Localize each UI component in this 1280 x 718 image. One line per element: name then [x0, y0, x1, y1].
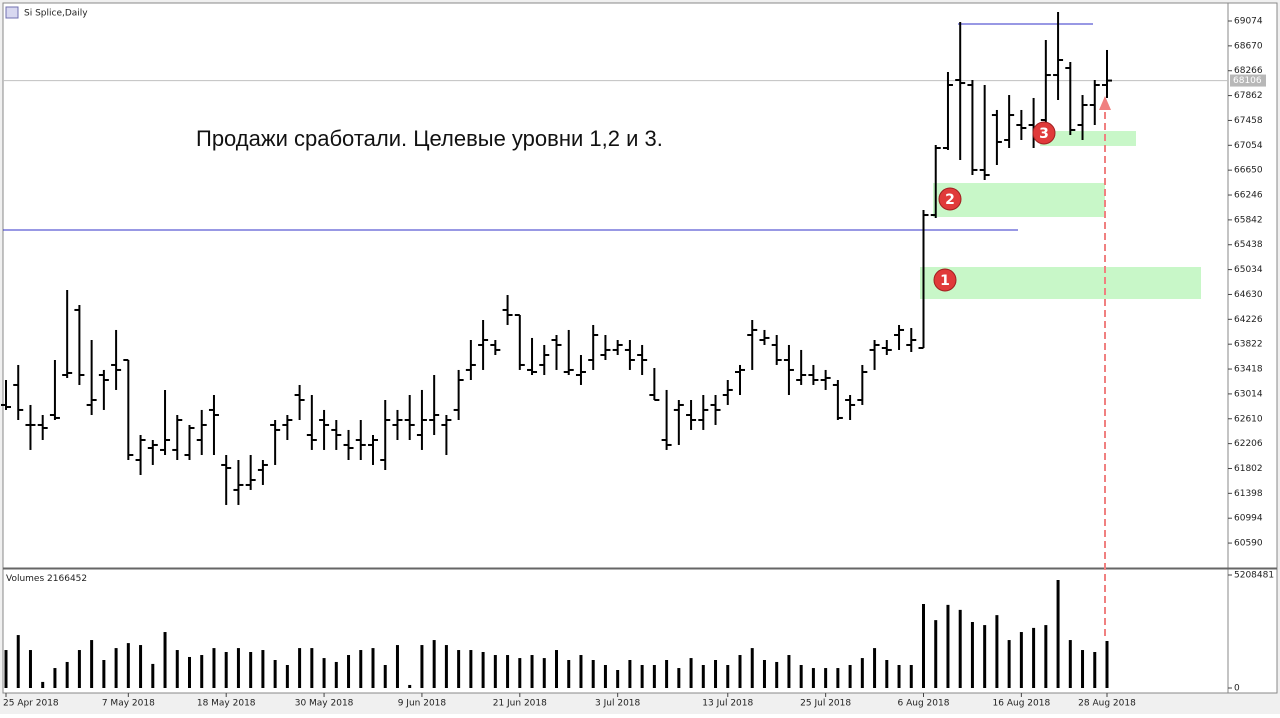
y-tick-label: 69074	[1234, 16, 1263, 26]
zone-marker	[938, 187, 962, 211]
price-label-box	[1230, 74, 1266, 87]
y-tick-label: 68670	[1234, 41, 1263, 51]
target-zone	[1040, 131, 1136, 146]
y-tick-label: 61398	[1234, 489, 1263, 499]
price-axis	[1227, 2, 1278, 694]
zone-marker-label: 2	[945, 192, 955, 208]
target-zone	[920, 267, 1201, 300]
y-tick-label: 64226	[1234, 315, 1263, 325]
y-tick-label: 60994	[1234, 514, 1263, 524]
y-tick-label: 63822	[1234, 340, 1263, 350]
y-tick-label: 60590	[1234, 539, 1263, 549]
zone-marker-label: 1	[940, 273, 950, 289]
target-zone	[933, 183, 1105, 217]
y-tick-label: 65034	[1234, 265, 1263, 275]
y-tick-label: 63014	[1234, 389, 1263, 399]
y-tick-label: 66650	[1234, 166, 1263, 176]
zone-marker	[933, 268, 957, 292]
y-tick-label: 62610	[1234, 414, 1263, 424]
x-tick-label: 25 Apr 2018	[3, 699, 59, 709]
volume-last: 2166452	[47, 574, 87, 584]
price-label: 68106	[1233, 76, 1262, 86]
x-tick-label: 13 Jul 2018	[702, 699, 753, 709]
y-tick-label: 66246	[1234, 191, 1263, 201]
y-tick-label: 61802	[1234, 464, 1263, 474]
y-tick-label: 65842	[1234, 215, 1263, 225]
x-tick-label: 7 May 2018	[102, 699, 155, 709]
x-tick-label: 16 Aug 2018	[993, 699, 1051, 709]
chart-title: Si Splice,Daily	[24, 9, 88, 19]
x-tick-label: 3 Jul 2018	[595, 699, 640, 709]
x-tick-label: 6 Aug 2018	[898, 699, 950, 709]
x-tick-label: 21 Jun 2018	[493, 699, 547, 709]
arrow-head	[1099, 96, 1111, 110]
volume-tick-label: 0	[1234, 684, 1240, 694]
volume-title: Volumes	[6, 574, 44, 584]
x-tick-label: 18 May 2018	[197, 699, 256, 709]
y-tick-label: 63418	[1234, 365, 1263, 375]
y-tick-label: 62206	[1234, 439, 1263, 449]
y-tick-label: 67458	[1234, 116, 1263, 126]
annotation: Продажи сработали. Целевые уровни 1,2 и …	[196, 126, 663, 151]
volume-tick-label: 5208481	[1234, 571, 1274, 581]
x-tick-label: 28 Aug 2018	[1078, 699, 1136, 709]
y-tick-label: 67862	[1234, 91, 1263, 101]
zone-marker	[1032, 121, 1056, 145]
x-tick-label: 9 Jun 2018	[398, 699, 447, 709]
x-tick-label: 25 Jul 2018	[800, 699, 851, 709]
y-tick-label: 68266	[1234, 66, 1263, 76]
chart-icon	[5, 6, 19, 19]
zone-marker-label: 3	[1039, 126, 1049, 142]
x-tick-label: 30 May 2018	[295, 699, 354, 709]
y-tick-label: 67054	[1234, 141, 1263, 151]
y-tick-label: 64630	[1234, 290, 1263, 300]
plot-area	[2, 2, 1229, 694]
volume-label: Volumes 2166452	[6, 574, 87, 584]
y-tick-label: 65438	[1234, 240, 1263, 250]
